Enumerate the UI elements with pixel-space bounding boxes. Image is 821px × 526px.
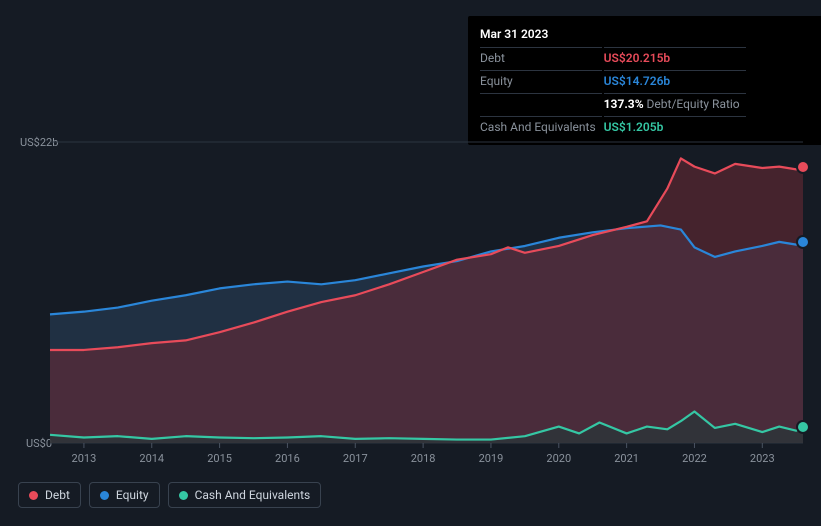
legend-item-equity[interactable]: Equity (89, 482, 160, 508)
series-end-marker-cash (798, 422, 808, 432)
legend-label: Cash And Equivalents (195, 488, 311, 502)
chart-legend: Debt Equity Cash And Equivalents (18, 482, 321, 508)
legend-dot-icon (100, 491, 109, 500)
legend-label: Debt (45, 488, 70, 502)
legend-item-debt[interactable]: Debt (18, 482, 81, 508)
legend-dot-icon (179, 491, 188, 500)
legend-label: Equity (116, 488, 149, 502)
legend-item-cash[interactable]: Cash And Equivalents (168, 482, 322, 508)
series-end-marker-equity (798, 237, 808, 247)
area-chart[interactable] (0, 0, 821, 526)
series-end-marker-debt (798, 162, 808, 172)
legend-dot-icon (29, 491, 38, 500)
chart-container: Mar 31 2023 Debt US$20.215b Equity US$14… (0, 0, 821, 526)
